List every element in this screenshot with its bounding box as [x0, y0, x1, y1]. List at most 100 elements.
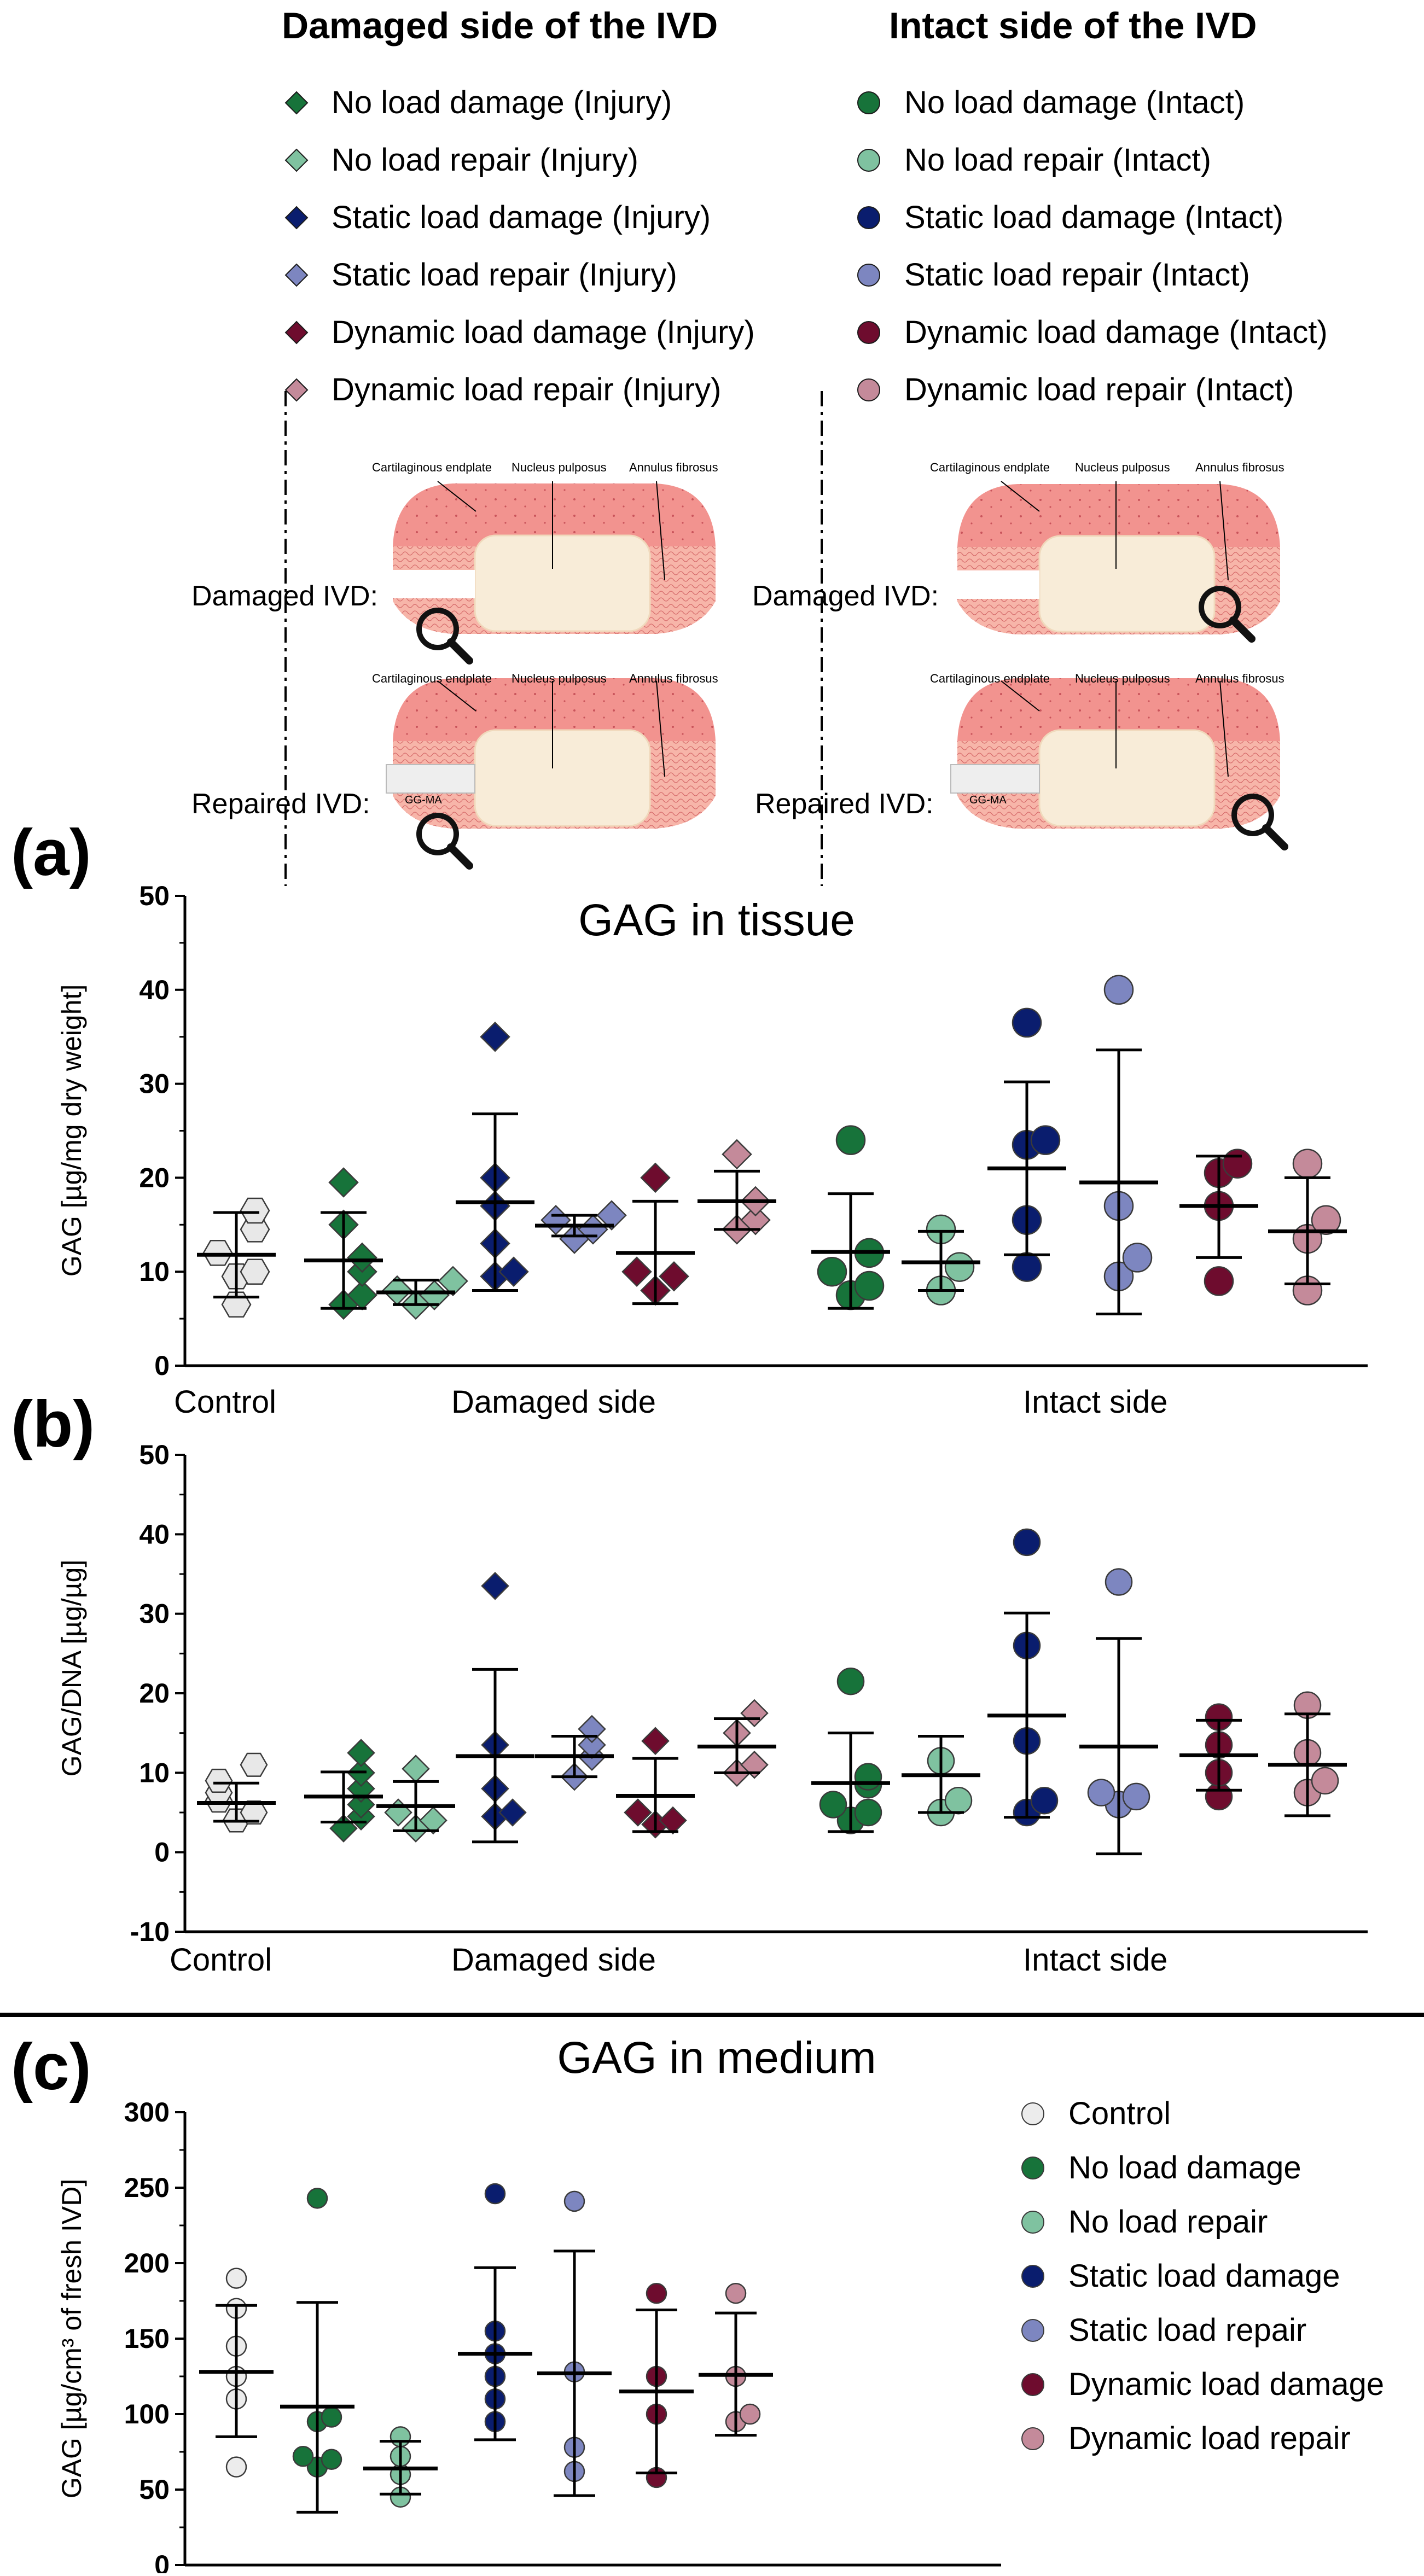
data-point — [240, 1752, 268, 1777]
series-group — [456, 1572, 534, 1844]
legend-item: Static load damage — [1020, 2249, 1384, 2303]
damaged-side-title: Damaged side of the IVD — [282, 5, 718, 46]
circle-icon — [1021, 2102, 1044, 2125]
legend-intact: No load damage (Intact) No load repair (… — [856, 74, 1328, 418]
diamond-icon — [284, 206, 309, 229]
diamond-icon — [284, 91, 309, 114]
data-point — [1030, 1786, 1059, 1815]
data-point — [321, 2406, 342, 2428]
data-point — [740, 1204, 771, 1235]
legend-item: Dynamic load repair — [1020, 2411, 1384, 2466]
legend-label: Static load damage — [1068, 2258, 1340, 2294]
circle-icon — [857, 206, 880, 229]
data-point — [1105, 1568, 1133, 1596]
endplate-label: Cartilaginous endplate — [930, 672, 1050, 685]
data-point — [854, 1763, 882, 1791]
data-point — [481, 1572, 509, 1600]
chart-gag-dna: -10 0 10 20 30 40 50 GAG/DNA [µg/µg] — [56, 1439, 1368, 1947]
data-point — [498, 1256, 529, 1287]
annulus-label: Annulus fibrosus — [1195, 461, 1284, 474]
data-point — [205, 1768, 233, 1793]
data-point — [836, 1667, 865, 1695]
y-tick-label: 0 — [154, 1837, 170, 1868]
data-point — [225, 2456, 247, 2478]
circle-icon — [857, 320, 880, 344]
series-group — [1268, 1691, 1347, 1817]
data-point — [402, 1755, 430, 1783]
legend-label: Dynamic load repair (Intact) — [904, 372, 1294, 407]
data-point — [384, 1798, 412, 1827]
plug-label: GG-MA — [405, 794, 442, 806]
legend-item: Dynamic load repair (Injury) — [284, 361, 755, 418]
data-point — [292, 2446, 314, 2467]
data-point — [240, 1258, 270, 1285]
series-group — [197, 1752, 276, 1833]
data-point — [624, 1798, 652, 1827]
series-group — [537, 2190, 612, 2497]
nucleus-label: Nucleus pulposus — [1075, 461, 1170, 474]
y-tick-label: 40 — [139, 975, 170, 1005]
y-tick-label: 200 — [124, 2248, 170, 2278]
circle-icon — [857, 91, 880, 114]
data-point — [1122, 1782, 1150, 1811]
series-group — [376, 1266, 468, 1320]
legend-medium: Control No load damage No load repair Stati… — [1020, 2087, 1384, 2466]
legend-label: No load damage (Injury) — [332, 85, 672, 120]
series-group — [616, 1727, 695, 1839]
chart-title: GAG in medium — [557, 2035, 876, 2083]
circle-icon — [1021, 2318, 1044, 2342]
group-control-label: Control — [174, 1384, 276, 1420]
nucleus-label: Nucleus pulposus — [512, 672, 607, 685]
legend-label: Dynamic load repair — [1068, 2421, 1351, 2456]
circle-icon — [1021, 2373, 1044, 2396]
series-group — [811, 1125, 890, 1310]
y-axis-label: GAG [µg/mg dry weight] — [56, 984, 87, 1277]
series-group — [902, 1734, 980, 1827]
circle-icon — [857, 263, 880, 287]
data-point — [659, 1806, 687, 1835]
data-point — [835, 1125, 866, 1155]
y-tick-label: 20 — [139, 1162, 170, 1193]
data-point — [1311, 1205, 1341, 1235]
legend-label: Dynamic load damage (Injury) — [332, 314, 755, 350]
legend-label: No load repair (Intact) — [904, 142, 1211, 178]
y-tick-label: 150 — [124, 2323, 170, 2354]
legend-item: Dynamic load damage (Intact) — [856, 304, 1328, 361]
legend-label: Static load repair — [1068, 2312, 1307, 2348]
intact-side-title: Intact side of the IVD — [889, 5, 1257, 46]
circle-icon — [1021, 2156, 1044, 2179]
series-group — [535, 1715, 614, 1791]
legend-item: No load repair (Injury) — [284, 131, 755, 189]
y-tick-label: 50 — [139, 1439, 170, 1470]
series-group — [363, 2426, 438, 2508]
panel-c-label: (c) — [11, 2030, 91, 2103]
data-point — [596, 1200, 627, 1231]
data-point — [328, 1167, 359, 1198]
data-point — [347, 1739, 375, 1767]
nucleus-label: Nucleus pulposus — [512, 461, 607, 474]
chart-title: GAG in tissue — [578, 895, 855, 945]
group-intact-label: Intact side — [1023, 1384, 1168, 1420]
group-intact-label: Intact side — [1023, 1942, 1168, 1978]
legend-item: No load damage — [1020, 2141, 1384, 2195]
y-tick-label: 250 — [124, 2172, 170, 2203]
circle-icon — [857, 378, 880, 401]
diamond-icon — [284, 320, 309, 344]
data-point — [306, 2188, 328, 2209]
data-point — [225, 2268, 247, 2289]
legend-label: Dynamic load damage — [1068, 2367, 1385, 2402]
data-point — [740, 1751, 769, 1779]
damaged-ivd-label: Damaged IVD: — [752, 580, 939, 612]
data-point — [854, 1798, 882, 1827]
data-point — [854, 1270, 885, 1301]
series-group — [698, 1699, 776, 1787]
legend-item: No load damage (Intact) — [856, 74, 1328, 131]
legend-item: Dynamic load damage — [1020, 2357, 1384, 2411]
circle-icon — [1021, 2210, 1044, 2234]
legend-item: Static load repair — [1020, 2303, 1384, 2357]
repaired-ivd-label: Repaired IVD: — [191, 788, 370, 820]
series-group — [458, 2183, 532, 2441]
legend-item: No load damage (Injury) — [284, 74, 755, 131]
data-point — [819, 1791, 847, 1819]
data-point — [484, 2183, 506, 2205]
